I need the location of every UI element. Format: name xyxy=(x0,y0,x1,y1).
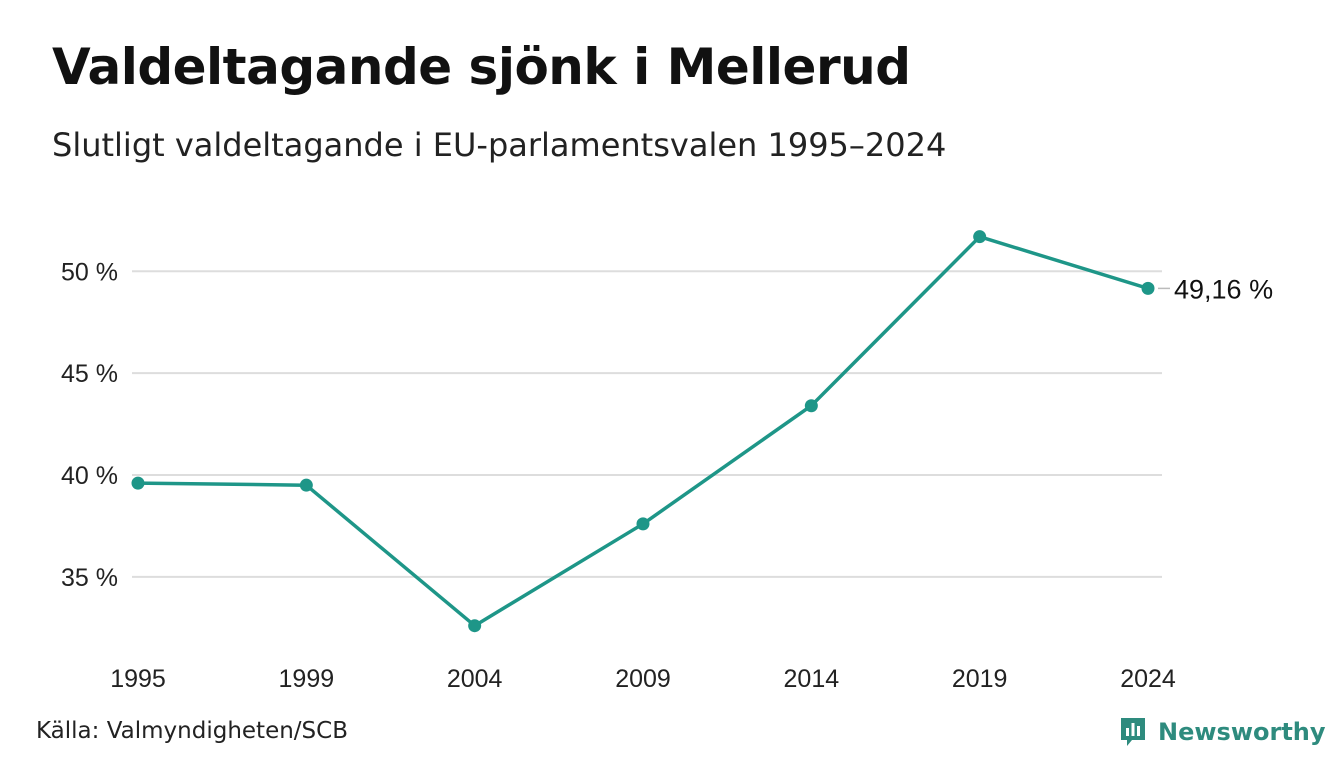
x-tick-label: 2019 xyxy=(952,665,1008,693)
end-value-annotation: 49,16 % xyxy=(1158,274,1273,304)
data-point xyxy=(973,230,987,244)
y-tick-label: 50 % xyxy=(61,258,118,286)
data-point xyxy=(131,476,145,490)
x-tick-label: 2009 xyxy=(615,665,671,693)
x-tick-label: 2014 xyxy=(784,665,840,693)
data-point xyxy=(804,399,818,413)
chart-title: Valdeltagande sjönk i Mellerud xyxy=(52,38,911,96)
x-tick-label: 2004 xyxy=(447,665,503,693)
y-tick-label: 35 % xyxy=(61,564,118,592)
brand-logo: Newsworthy xyxy=(1118,714,1326,750)
series-points xyxy=(131,230,1155,633)
y-tick-label: 40 % xyxy=(61,462,118,490)
gridlines xyxy=(132,270,1162,578)
x-axis-ticks: 1995 1999 2004 2009 2014 2019 2024 xyxy=(110,665,1176,693)
x-tick-label: 1999 xyxy=(279,665,335,693)
chart-subtitle: Slutligt valdeltagande i EU-parlamentsva… xyxy=(52,126,947,164)
data-point xyxy=(636,517,650,531)
data-point xyxy=(468,619,482,633)
end-value-label: 49,16 % xyxy=(1174,274,1273,304)
series-lines xyxy=(136,234,1150,628)
y-axis-ticks: 35 % 40 % 45 % 50 % xyxy=(61,258,118,592)
bar-chart-logo-icon xyxy=(1121,718,1145,746)
x-tick-label: 2024 xyxy=(1120,665,1176,693)
x-tick-label: 1995 xyxy=(110,665,166,693)
brand-name: Newsworthy xyxy=(1158,718,1326,746)
data-point xyxy=(299,478,313,492)
source-note: Källa: Valmyndigheten/SCB xyxy=(36,718,348,744)
series-line xyxy=(136,234,1150,628)
data-point xyxy=(1141,281,1155,295)
y-tick-label: 45 % xyxy=(61,360,118,388)
